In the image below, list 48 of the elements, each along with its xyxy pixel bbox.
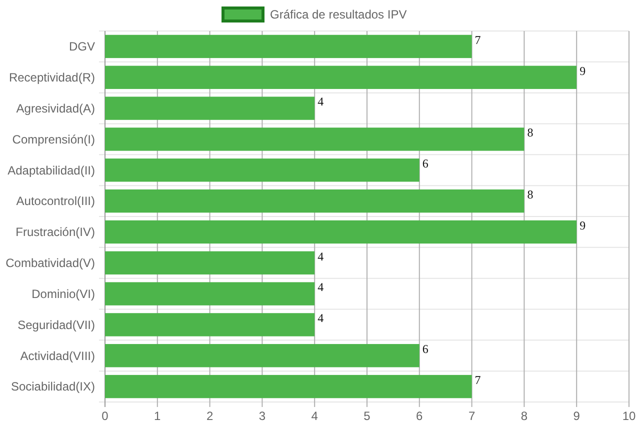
legend-label: Gráfica de resultados IPV [270,8,407,22]
data-label: 7 [474,372,481,387]
y-tick-label: Autocontrol(III) [16,194,95,208]
data-label: 9 [580,218,586,232]
y-tick-label: Sociabilidad(IX) [10,380,95,394]
y-tick-label: Seguridad(VII) [18,318,95,332]
data-label: 6 [422,156,428,171]
x-tick-label: 6 [416,409,424,423]
y-tick-label: Comprensión(I) [12,132,95,146]
x-tick-label: 0 [102,409,109,423]
data-label: 6 [422,342,428,356]
x-tick-label: 3 [258,409,266,423]
y-tick-label: Frustración(IV) [16,225,95,240]
bar [105,344,420,368]
y-tick-label: Agresividad(A) [16,101,95,116]
y-tick-label: Receptividad(R) [8,70,95,85]
x-tick-label: 4 [311,409,318,423]
bar [105,189,524,213]
bar [105,313,315,336]
data-label: 4 [318,311,324,326]
bar [105,374,472,398]
y-tick-label: Dominio(VI) [32,286,95,301]
data-label: 8 [527,187,534,202]
bar [105,282,315,306]
y-tick-label: Adaptabilidad(II) [8,163,95,178]
bar [105,66,577,89]
data-label: 4 [318,94,324,109]
x-tick-label: 7 [468,409,476,423]
bar [105,251,315,274]
x-tick-label: 1 [154,409,162,423]
bar [105,220,577,244]
y-tick-label: Combatividad(V) [6,256,95,270]
x-tick-label: 8 [520,409,528,423]
bar [105,158,420,182]
y-tick-label: DGV [68,40,95,54]
x-tick-label: 9 [573,409,580,423]
bar [105,34,472,58]
x-tick-label: 2 [206,409,214,423]
data-label: 8 [527,126,534,140]
data-label: 7 [474,32,481,47]
data-label: 4 [318,280,324,294]
x-tick-label: 10 [622,409,636,423]
data-label: 9 [580,64,586,78]
x-tick-label: 5 [364,409,371,423]
bar [105,96,315,120]
bar [105,128,524,151]
data-label: 4 [318,249,324,264]
y-tick-label: Actividad(VIII) [20,348,95,363]
